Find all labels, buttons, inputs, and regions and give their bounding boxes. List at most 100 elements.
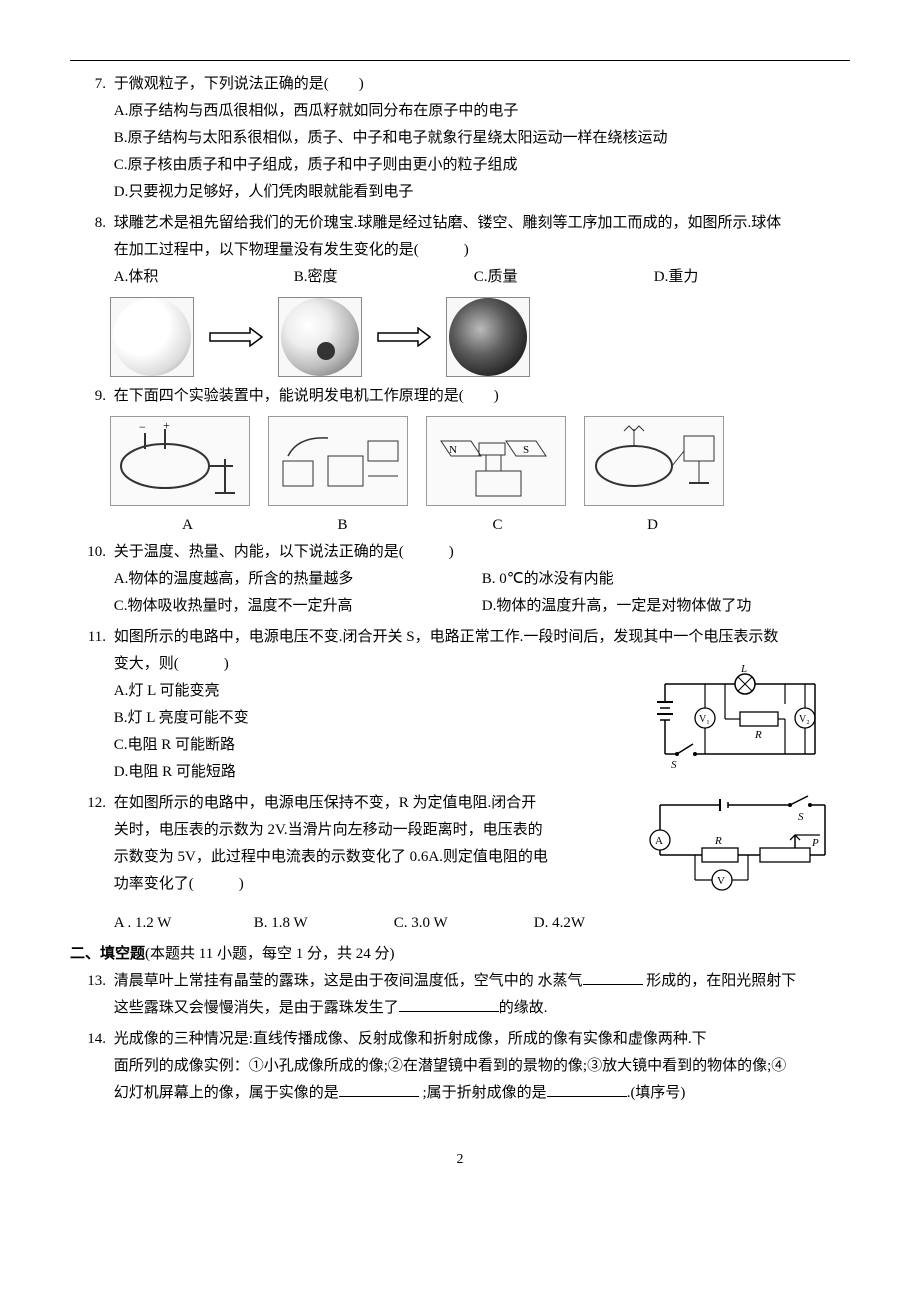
page-number: 2	[70, 1147, 850, 1172]
svg-text:V: V	[717, 875, 725, 887]
q9-label-b: B	[265, 512, 420, 539]
q10-opt-b: B. 0℃的冰没有内能	[482, 566, 850, 593]
q8-body: 球雕艺术是祖先留给我们的无价瑰宝.球雕是经过钻磨、镂空、雕刻等工序加工而成的，如…	[114, 210, 850, 291]
svg-text:L: L	[740, 664, 747, 675]
question-7: 7. 于微观粒子，下列说法正确的是( ) A.原子结构与西瓜很相似，西瓜籽就如同…	[70, 71, 850, 206]
q7-opt-b: B.原子结构与太阳系很相似，质子、中子和电子就象行星绕太阳运动一样在绕核运动	[114, 130, 668, 146]
q7-opt-a: A.原子结构与西瓜很相似，西瓜籽就如同分布在原子中的电子	[114, 103, 519, 119]
q10-body: 关于温度、热量、内能，以下说法正确的是( ) A.物体的温度越高，所含的热量越多…	[114, 539, 850, 620]
svg-text:+: +	[163, 421, 170, 432]
question-9: 9. 在下面四个实验装置中，能说明发电机工作原理的是( )	[70, 383, 850, 410]
q13-p1: 形成的，在阳光照射下	[643, 973, 797, 989]
q14-l1: 光成像的三种情况是:直线传播成像、反射成像和折射成像，所成的像有实像和虚像两种.…	[114, 1031, 707, 1047]
q12-l3: 示数变为 5V，此过程中电流表的示数变化了 0.6A.则定值电阻的电	[114, 849, 548, 865]
q13-blank-1	[583, 970, 643, 985]
q13-blank-2	[399, 997, 499, 1012]
q11-stem-l2: 变大，则( )	[114, 656, 229, 672]
q11-opt-b: B.灯 L 亮度可能不变	[114, 710, 249, 726]
q13-number: 13.	[70, 968, 106, 995]
q11-body: 如图所示的电路中，电源电压不变.闭合开关 S，电路正常工作.一段时间后，发现其中…	[114, 624, 850, 786]
q9-fig-d	[584, 416, 724, 506]
q12-opt-c: C. 3.0 W	[394, 910, 534, 937]
q13-p2: 这些露珠又会慢慢消失，是由于露珠发生了	[114, 1000, 399, 1016]
q12-l1: 在如图所示的电路中，电源电压保持不变，R 为定值电阻.闭合开	[114, 795, 537, 811]
svg-text:S: S	[798, 811, 804, 823]
q9-stem: 在下面四个实验装置中，能说明发电机工作原理的是( )	[114, 388, 499, 404]
q14-last-before: 幻灯机屏幕上的像，属于实像的是	[114, 1085, 339, 1101]
q9-fig-a: −+	[110, 416, 250, 506]
q9-figure-row: −+ NS	[70, 416, 850, 506]
q12-opt-b: B. 1.8 W	[254, 910, 394, 937]
svg-text:P: P	[811, 837, 819, 849]
question-11: 11. 如图所示的电路中，电源电压不变.闭合开关 S，电路正常工作.一段时间后，…	[70, 624, 850, 786]
q7-opt-c: C.原子核由质子和中子组成，质子和中子则由更小的粒子组成	[114, 157, 518, 173]
q12-circuit: S A R P	[630, 790, 850, 910]
q7-body: 于微观粒子，下列说法正确的是( ) A.原子结构与西瓜很相似，西瓜籽就如同分布在…	[114, 71, 850, 206]
svg-text:V₂: V₂	[799, 714, 810, 725]
svg-text:S: S	[671, 759, 677, 771]
svg-text:−: −	[139, 421, 146, 434]
q10-number: 10.	[70, 539, 106, 566]
q8-number: 8.	[70, 210, 106, 237]
q13-body: 清晨草叶上常挂有晶莹的露珠，这是由于夜间温度低，空气中的 水蒸气 形成的，在阳光…	[114, 968, 850, 1022]
q8-stem-l2: 在加工过程中，以下物理量没有发生变化的是( )	[114, 242, 469, 258]
q12-l4: 功率变化了( )	[114, 876, 244, 892]
q11-number: 11.	[70, 624, 106, 651]
top-rule	[70, 60, 850, 61]
q8-opt-b: B.密度	[294, 264, 474, 291]
q8-stem-l1: 球雕艺术是祖先留给我们的无价瑰宝.球雕是经过钻磨、镂空、雕刻等工序加工而成的，如…	[114, 215, 782, 231]
q10-opts: A.物体的温度越高，所含的热量越多 B. 0℃的冰没有内能 C.物体吸收热量时，…	[114, 566, 850, 620]
q14-number: 14.	[70, 1026, 106, 1053]
q9-label-a: A	[110, 512, 265, 539]
question-8: 8. 球雕艺术是祖先留给我们的无价瑰宝.球雕是经过钻磨、镂空、雕刻等工序加工而成…	[70, 210, 850, 291]
q12-l2: 关时，电压表的示数为 2V.当滑片向左移动一段距离时，电压表的	[114, 822, 543, 838]
q13-p0: 清晨草叶上常挂有晶莹的露珠，这是由于夜间温度低，空气中的 水蒸气	[114, 973, 583, 989]
q11-circuit: L S V₁	[630, 651, 850, 786]
q11-opt-a: A.灯 L 可能变亮	[114, 683, 220, 699]
q14-blank-1	[339, 1082, 419, 1097]
svg-text:A: A	[655, 835, 663, 847]
q7-opt-d: D.只要视力足够好，人们凭肉眼就能看到电子	[114, 184, 414, 200]
svg-text:N: N	[449, 444, 457, 456]
q9-number: 9.	[70, 383, 106, 410]
q9-fig-c: NS	[426, 416, 566, 506]
q8-opt-c: C.质量	[474, 264, 654, 291]
q8-ball-2	[278, 297, 362, 377]
arrow-icon-2	[374, 327, 434, 347]
q9-label-d: D	[575, 512, 730, 539]
arrow-icon-1	[206, 327, 266, 347]
q8-figure-row	[70, 297, 850, 377]
q10-opt-a: A.物体的温度越高，所含的热量越多	[114, 566, 482, 593]
q8-opt-d: D.重力	[654, 264, 804, 291]
q12-opt-a: A . 1.2 W	[114, 910, 254, 937]
q14-body: 光成像的三种情况是:直线传播成像、反射成像和折射成像，所成的像有实像和虚像两种.…	[114, 1026, 850, 1107]
q14-last-mid: ;属于折射成像的是	[419, 1085, 547, 1101]
q10-stem: 关于温度、热量、内能，以下说法正确的是( )	[114, 544, 454, 560]
q8-opts: A.体积 B.密度 C.质量 D.重力	[114, 264, 850, 291]
q9-fig-b	[268, 416, 408, 506]
q12-body: 在如图所示的电路中，电源电压保持不变，R 为定值电阻.闭合开 关时，电压表的示数…	[114, 790, 850, 937]
q11-opt-d: D.电阻 R 可能短路	[114, 764, 236, 780]
svg-text:R: R	[754, 729, 762, 741]
question-13: 13. 清晨草叶上常挂有晶莹的露珠，这是由于夜间温度低，空气中的 水蒸气 形成的…	[70, 968, 850, 1022]
section-2-note: (本题共 11 小题，每空 1 分，共 24 分)	[145, 946, 394, 962]
q11-opt-c: C.电阻 R 可能断路	[114, 737, 235, 753]
q10-opt-c: C.物体吸收热量时，温度不一定升高	[114, 593, 482, 620]
question-10: 10. 关于温度、热量、内能，以下说法正确的是( ) A.物体的温度越高，所含的…	[70, 539, 850, 620]
q7-stem: 于微观粒子，下列说法正确的是( )	[114, 76, 364, 92]
q14-last-after: .(填序号)	[627, 1085, 686, 1101]
q12-opts: A . 1.2 W B. 1.8 W C. 3.0 W D. 4.2W	[114, 910, 850, 937]
q13-p3: 的缘故.	[499, 1000, 548, 1016]
section-2-title: 二、填空题	[70, 946, 145, 962]
section-2-header: 二、填空题(本题共 11 小题，每空 1 分，共 24 分)	[70, 941, 850, 968]
q11-left: 变大，则( ) A.灯 L 可能变亮 B.灯 L 亮度可能不变 C.电阻 R 可…	[114, 651, 630, 786]
q12-number: 12.	[70, 790, 106, 817]
q14-blank-2	[547, 1082, 627, 1097]
q14-l2: 面所列的成像实例：①小孔成像所成的像;②在潜望镜中看到的景物的像;③放大镜中看到…	[114, 1058, 787, 1074]
svg-text:S: S	[523, 444, 529, 456]
q9-label-c: C	[420, 512, 575, 539]
q9-label-row: A B C D	[70, 512, 850, 539]
question-14: 14. 光成像的三种情况是:直线传播成像、反射成像和折射成像，所成的像有实像和虚…	[70, 1026, 850, 1107]
svg-text:V₁: V₁	[699, 714, 710, 725]
q11-stem-l1: 如图所示的电路中，电源电压不变.闭合开关 S，电路正常工作.一段时间后，发现其中…	[114, 629, 779, 645]
